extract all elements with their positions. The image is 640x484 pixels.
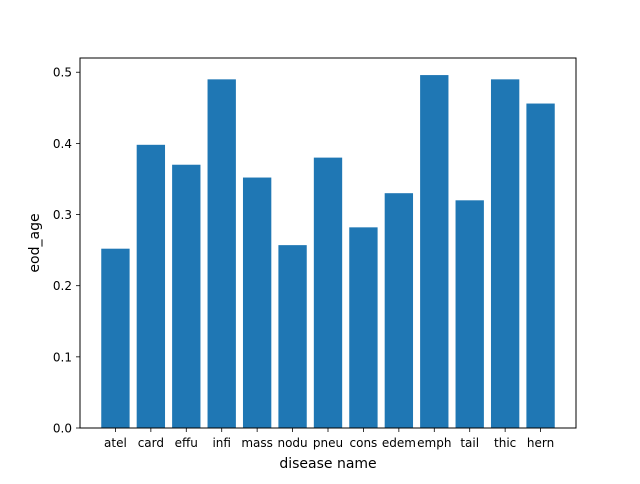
bar-pneu: [313, 157, 343, 428]
bar-effu: [172, 164, 201, 428]
y-axis-label: eod_age: [27, 213, 43, 272]
x-tick-label: edem: [382, 436, 416, 450]
x-tick-label: emph: [417, 436, 451, 450]
bar-edem: [384, 193, 414, 428]
y-tick-label: 0.1: [53, 350, 72, 364]
bar-infi: [207, 79, 236, 428]
y-tick-label: 0.2: [53, 279, 72, 293]
bar-mass: [242, 177, 272, 428]
y-tick-label: 0.3: [53, 208, 72, 222]
x-tick-label: tail: [460, 436, 479, 450]
bar-tail: [455, 200, 484, 428]
x-tick-label: effu: [175, 436, 198, 450]
bar-card: [136, 144, 166, 429]
x-tick-label: mass: [241, 436, 273, 450]
x-tick-label: cons: [350, 436, 378, 450]
x-tick-label: card: [138, 436, 164, 450]
x-tick-label: pneu: [313, 436, 343, 450]
bar-cons: [349, 227, 378, 428]
y-axis-ticks: 0.0 0.1 0.2 0.3 0.4 0.5: [53, 66, 80, 436]
x-tick-label: hern: [527, 436, 554, 450]
axes-frame: [79, 57, 577, 429]
bar-hern: [526, 103, 555, 429]
y-tick-label: 0.5: [53, 66, 72, 80]
x-axis-label: disease name: [279, 456, 376, 472]
bar-thic: [490, 79, 520, 428]
bar-atel: [101, 248, 130, 428]
bar-nodu: [278, 245, 307, 428]
bars-group: [101, 75, 555, 429]
x-tick-label: nodu: [277, 436, 307, 450]
y-tick-label: 0.4: [53, 137, 72, 151]
x-tick-label: infi: [212, 436, 231, 450]
bar-emph: [420, 75, 449, 429]
x-tick-label: atel: [104, 436, 127, 450]
x-tick-label: thic: [494, 436, 516, 450]
y-tick-label: 0.0: [53, 422, 72, 436]
x-axis-ticks: atel card effu infi mass nodu pneu cons edem emph…: [104, 428, 554, 450]
